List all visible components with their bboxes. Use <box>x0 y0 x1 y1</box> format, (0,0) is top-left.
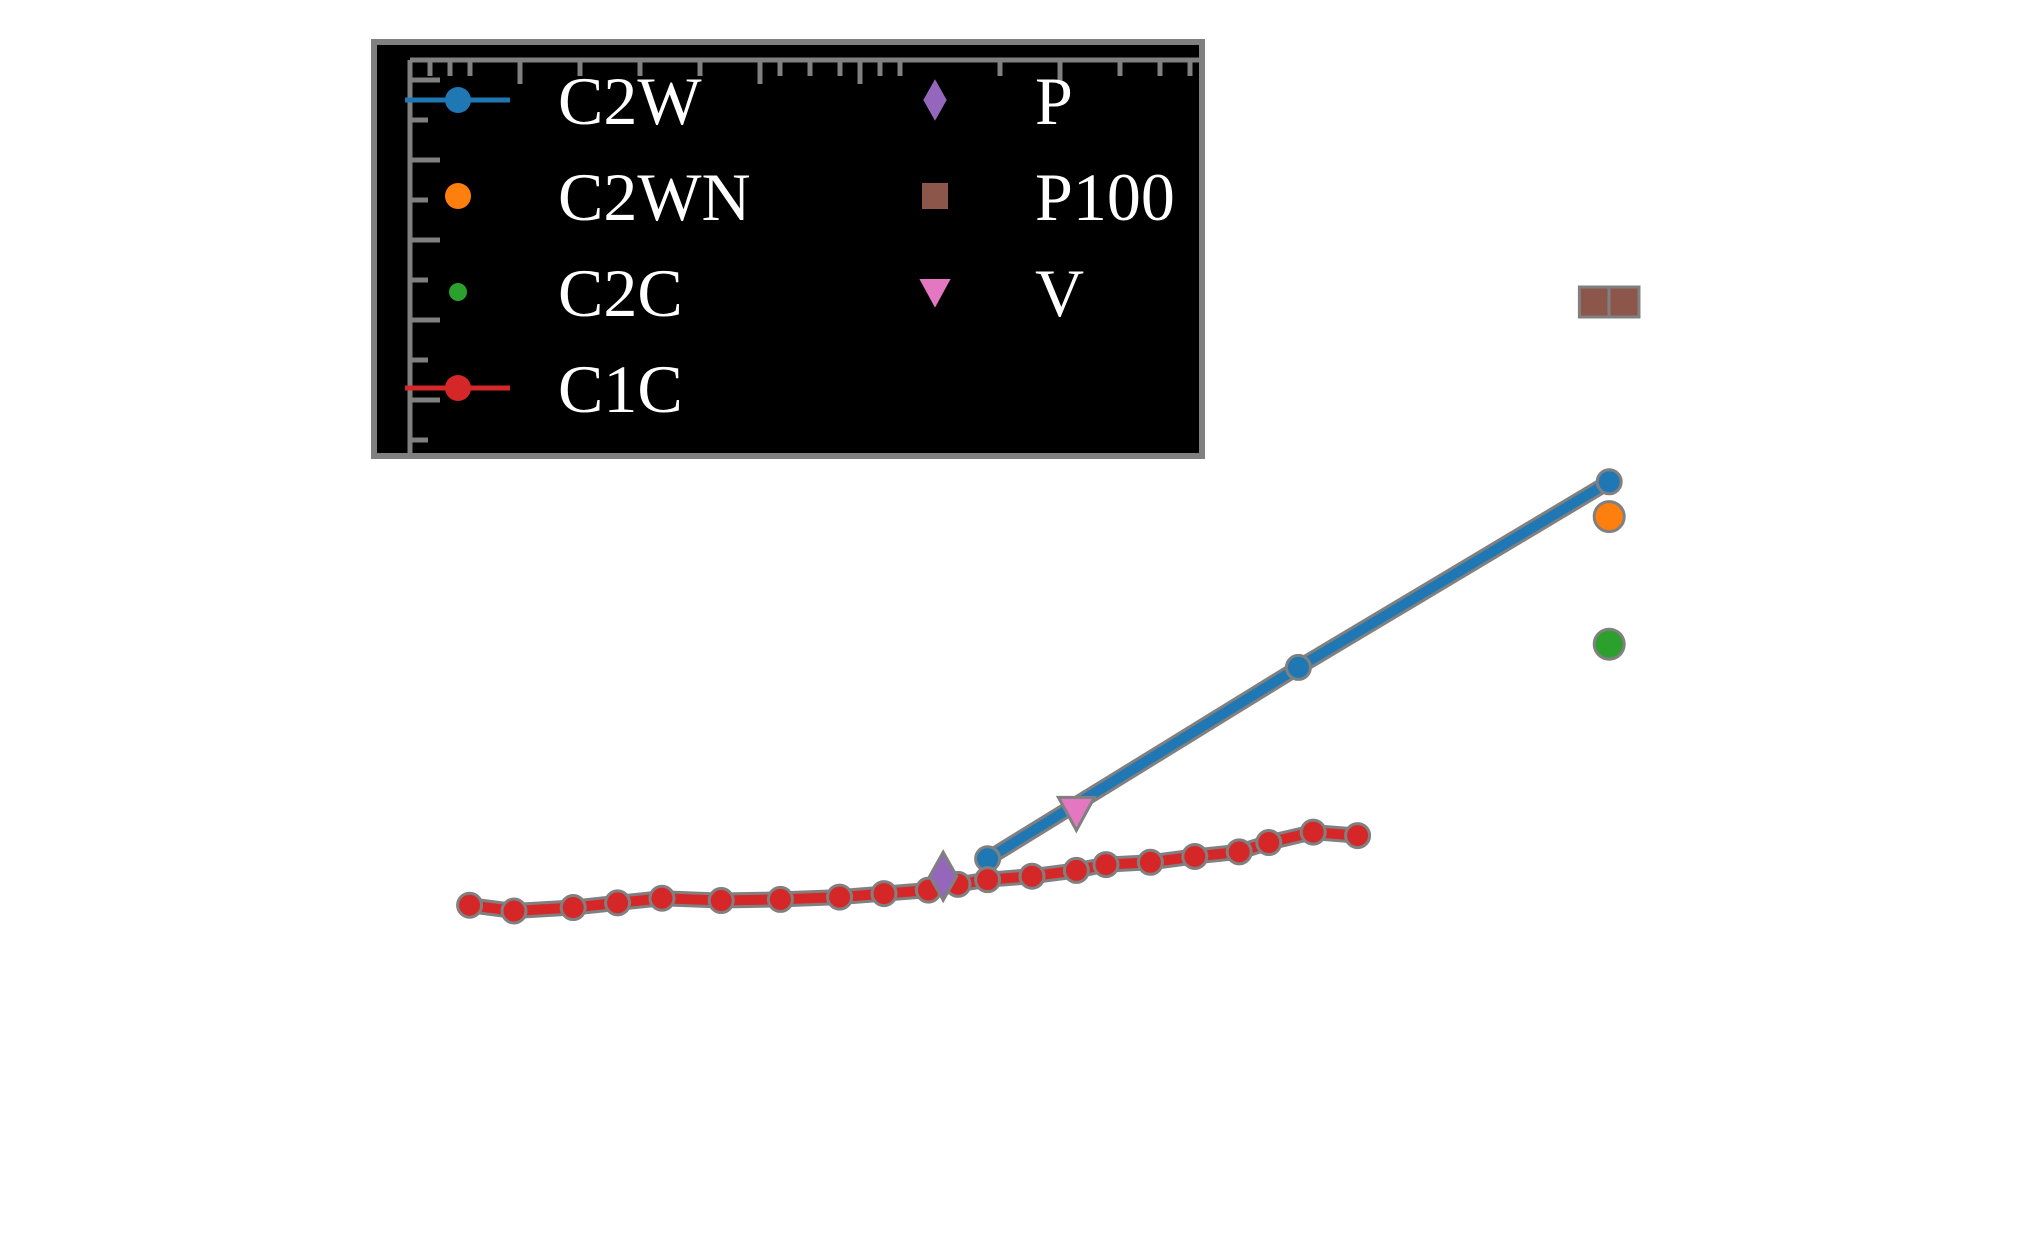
legend-item-p100: P100 <box>922 159 1175 235</box>
point-c1c-1 <box>500 897 528 925</box>
point-c1c-3 <box>604 889 632 917</box>
point-c1c-5 <box>707 887 735 915</box>
series-c1c <box>456 818 1372 925</box>
point-c1c-12 <box>1018 862 1046 890</box>
legend-marker-c2w <box>445 87 471 113</box>
series-c2c <box>1592 627 1626 661</box>
legend-item-p: P <box>923 63 1073 139</box>
point-c1c-20 <box>1344 822 1372 850</box>
point-c1c-18 <box>1255 829 1283 857</box>
legend-item-c2wn: C2WN <box>445 159 751 235</box>
point-c2w-2 <box>1595 468 1623 496</box>
point-p100-0 <box>1577 285 1611 319</box>
legend-label-c2c: C2C <box>558 255 683 331</box>
legend-item-c2c: C2C <box>449 255 683 331</box>
legend-label-p: P <box>1035 63 1073 139</box>
legend-marker-p100 <box>922 183 948 209</box>
point-c1c-2 <box>559 894 587 922</box>
series-c2w <box>974 468 1623 873</box>
point-p100-1 <box>1607 285 1641 319</box>
legend-label-p100: P100 <box>1035 159 1175 235</box>
point-c1c-0 <box>456 891 484 919</box>
legend-label-v: V <box>1035 255 1084 331</box>
point-v-0 <box>1055 795 1097 834</box>
point-c1c-16 <box>1181 842 1209 870</box>
point-c1c-11 <box>974 866 1002 894</box>
point-c1c-7 <box>826 883 854 911</box>
legend-marker-p <box>923 79 947 121</box>
legend-item-c2w: C2W <box>405 63 702 139</box>
legend-marker-c1c <box>445 375 471 401</box>
point-c1c-8 <box>870 880 898 908</box>
point-c2w-1 <box>1284 653 1312 681</box>
point-c1c-15 <box>1136 848 1164 876</box>
legend-item-v: V <box>919 255 1084 331</box>
point-p-0 <box>927 849 959 904</box>
series-v <box>1055 795 1097 834</box>
point-c2wn-0 <box>1592 500 1626 534</box>
point-c1c-19 <box>1299 818 1327 846</box>
legend: C2W C2WN C2C C1C P P100 V <box>371 39 1205 459</box>
point-c2c-0 <box>1592 627 1626 661</box>
series-p100 <box>1577 285 1641 319</box>
plot-area <box>456 285 1641 925</box>
legend-item-c1c: C1C <box>405 351 683 427</box>
legend-marker-c2c <box>449 283 467 301</box>
legend-label-c1c: C1C <box>558 351 683 427</box>
legend-items: C2W C2WN C2C C1C P P100 V <box>405 63 1175 427</box>
point-c1c-4 <box>648 884 676 912</box>
point-c1c-6 <box>766 885 794 913</box>
legend-label-c2w: C2W <box>558 63 702 139</box>
series-p <box>927 849 959 904</box>
legend-frame <box>371 39 1205 459</box>
point-c1c-13 <box>1062 856 1090 884</box>
point-c1c-14 <box>1092 851 1120 879</box>
legend-marker-c2wn <box>445 183 471 209</box>
legend-label-c2wn: C2WN <box>558 159 751 235</box>
legend-marker-v <box>919 279 951 308</box>
point-c1c-17 <box>1225 838 1253 866</box>
series-c2wn <box>1592 500 1626 534</box>
